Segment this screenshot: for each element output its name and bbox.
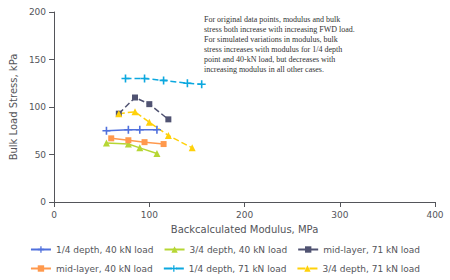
svg-text:stress both increase with incr: stress both increase with increasing FWD… xyxy=(204,25,355,34)
svg-text:stress increases with modulus: stress increases with modulus for 1/4 de… xyxy=(204,45,342,54)
svg-text:3/4 depth, 40 kN load: 3/4 depth, 40 kN load xyxy=(190,245,288,255)
svg-text:increasing modulus in all othe: increasing modulus in all other cases. xyxy=(204,65,324,74)
svg-text:150: 150 xyxy=(29,55,46,65)
svg-text:100: 100 xyxy=(29,102,46,112)
svg-text:0: 0 xyxy=(40,197,46,207)
svg-text:point and 40-kN load, but decr: point and 40-kN load, but decreases with xyxy=(204,55,335,64)
svg-text:Bulk Load Stress, kPa: Bulk Load Stress, kPa xyxy=(8,54,19,161)
svg-text:300: 300 xyxy=(331,210,348,220)
svg-text:50: 50 xyxy=(35,150,47,160)
svg-text:0: 0 xyxy=(51,210,57,220)
svg-text:For original data points, modu: For original data points, modulus and bu… xyxy=(204,15,340,24)
svg-text:200: 200 xyxy=(29,7,46,17)
svg-text:200: 200 xyxy=(236,210,253,220)
svg-text:Backcalculated Modulus, MPa: Backcalculated Modulus, MPa xyxy=(171,224,318,235)
svg-text:3/4 depth, 71 kN load: 3/4 depth, 71 kN load xyxy=(322,264,420,274)
svg-text:For simulated variations in mo: For simulated variations in modulus, bul… xyxy=(204,35,338,44)
svg-text:mid-layer, 71 kN load: mid-layer, 71 kN load xyxy=(323,245,420,255)
svg-text:mid-layer, 40 kN load: mid-layer, 40 kN load xyxy=(56,264,153,274)
svg-text:1/4 depth, 71 kN load: 1/4 depth, 71 kN load xyxy=(189,264,287,274)
svg-text:400: 400 xyxy=(426,210,443,220)
svg-text:100: 100 xyxy=(141,210,158,220)
svg-text:1/4 depth, 40 kN load: 1/4 depth, 40 kN load xyxy=(56,245,154,255)
